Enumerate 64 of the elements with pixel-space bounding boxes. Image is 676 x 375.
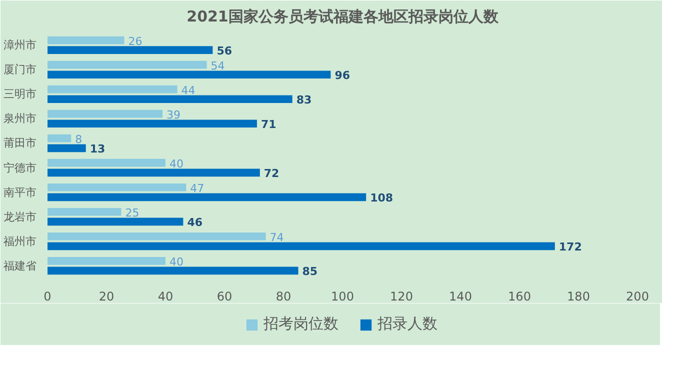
bar bbox=[48, 85, 178, 94]
data-label: 71 bbox=[260, 118, 276, 132]
data-label: 56 bbox=[216, 44, 232, 58]
x-tick-label: 0 bbox=[44, 290, 52, 304]
x-tick-label: 80 bbox=[276, 290, 292, 304]
y-tick-label: 福建省 bbox=[4, 259, 36, 272]
data-label: 8 bbox=[75, 132, 82, 146]
y-tick-label: 南平市 bbox=[4, 186, 36, 199]
data-label: 44 bbox=[181, 84, 196, 97]
y-tick-label: 厦门市 bbox=[4, 63, 36, 76]
data-label: 46 bbox=[187, 216, 203, 230]
data-label: 172 bbox=[558, 240, 582, 254]
data-label: 13 bbox=[90, 142, 106, 156]
data-label: 108 bbox=[370, 192, 394, 205]
data-label: 85 bbox=[302, 265, 318, 278]
y-tick-label: 福州市 bbox=[4, 234, 36, 248]
data-label: 26 bbox=[128, 34, 142, 48]
data-label: 25 bbox=[125, 206, 140, 220]
bar bbox=[48, 256, 166, 265]
data-label: 74 bbox=[270, 230, 284, 244]
data-label: 39 bbox=[166, 108, 181, 122]
bar bbox=[48, 242, 555, 250]
bar bbox=[48, 134, 72, 142]
legend-label: 招考岗位数 bbox=[264, 314, 338, 334]
data-label: 83 bbox=[296, 94, 312, 107]
bar bbox=[48, 193, 366, 202]
bar bbox=[48, 120, 257, 128]
bar bbox=[48, 218, 184, 226]
y-tick-label: 龙岩市 bbox=[4, 210, 36, 224]
bar bbox=[48, 183, 186, 192]
bar bbox=[48, 232, 266, 240]
bar bbox=[48, 36, 124, 44]
data-label: 72 bbox=[264, 167, 280, 180]
chart-title: 2021国家公务员考试福建各地区招录岗位人数 bbox=[186, 8, 500, 26]
bar bbox=[48, 70, 331, 79]
x-tick-label: 40 bbox=[158, 290, 174, 304]
data-label: 47 bbox=[190, 182, 204, 195]
y-tick-label: 漳州市 bbox=[4, 38, 36, 52]
y-tick-label: 三明市 bbox=[4, 88, 36, 101]
bar bbox=[48, 208, 122, 216]
bar bbox=[48, 168, 260, 177]
data-label: 40 bbox=[170, 255, 184, 268]
y-tick-label: 泉州市 bbox=[4, 112, 36, 126]
x-tick-label: 120 bbox=[390, 290, 413, 304]
bar bbox=[48, 46, 213, 54]
y-tick-label: 莆田市 bbox=[4, 136, 36, 150]
data-label: 40 bbox=[170, 157, 184, 170]
y-tick-label: 宁德市 bbox=[4, 161, 36, 174]
legend-label: 招录人数 bbox=[378, 314, 438, 334]
bar bbox=[48, 144, 86, 152]
data-label: 54 bbox=[210, 59, 225, 72]
bar bbox=[48, 60, 207, 69]
data-label: 96 bbox=[334, 69, 350, 82]
x-tick-label: 60 bbox=[216, 290, 232, 304]
x-tick-label: 200 bbox=[626, 290, 649, 304]
bar bbox=[48, 266, 298, 275]
bar bbox=[48, 95, 292, 104]
x-tick-label: 100 bbox=[331, 290, 354, 304]
x-tick-label: 140 bbox=[449, 290, 472, 304]
bar bbox=[48, 110, 163, 118]
x-tick-label: 20 bbox=[98, 290, 114, 304]
x-tick-label: 180 bbox=[567, 290, 590, 304]
x-tick-label: 160 bbox=[508, 290, 531, 304]
bar bbox=[48, 158, 166, 167]
